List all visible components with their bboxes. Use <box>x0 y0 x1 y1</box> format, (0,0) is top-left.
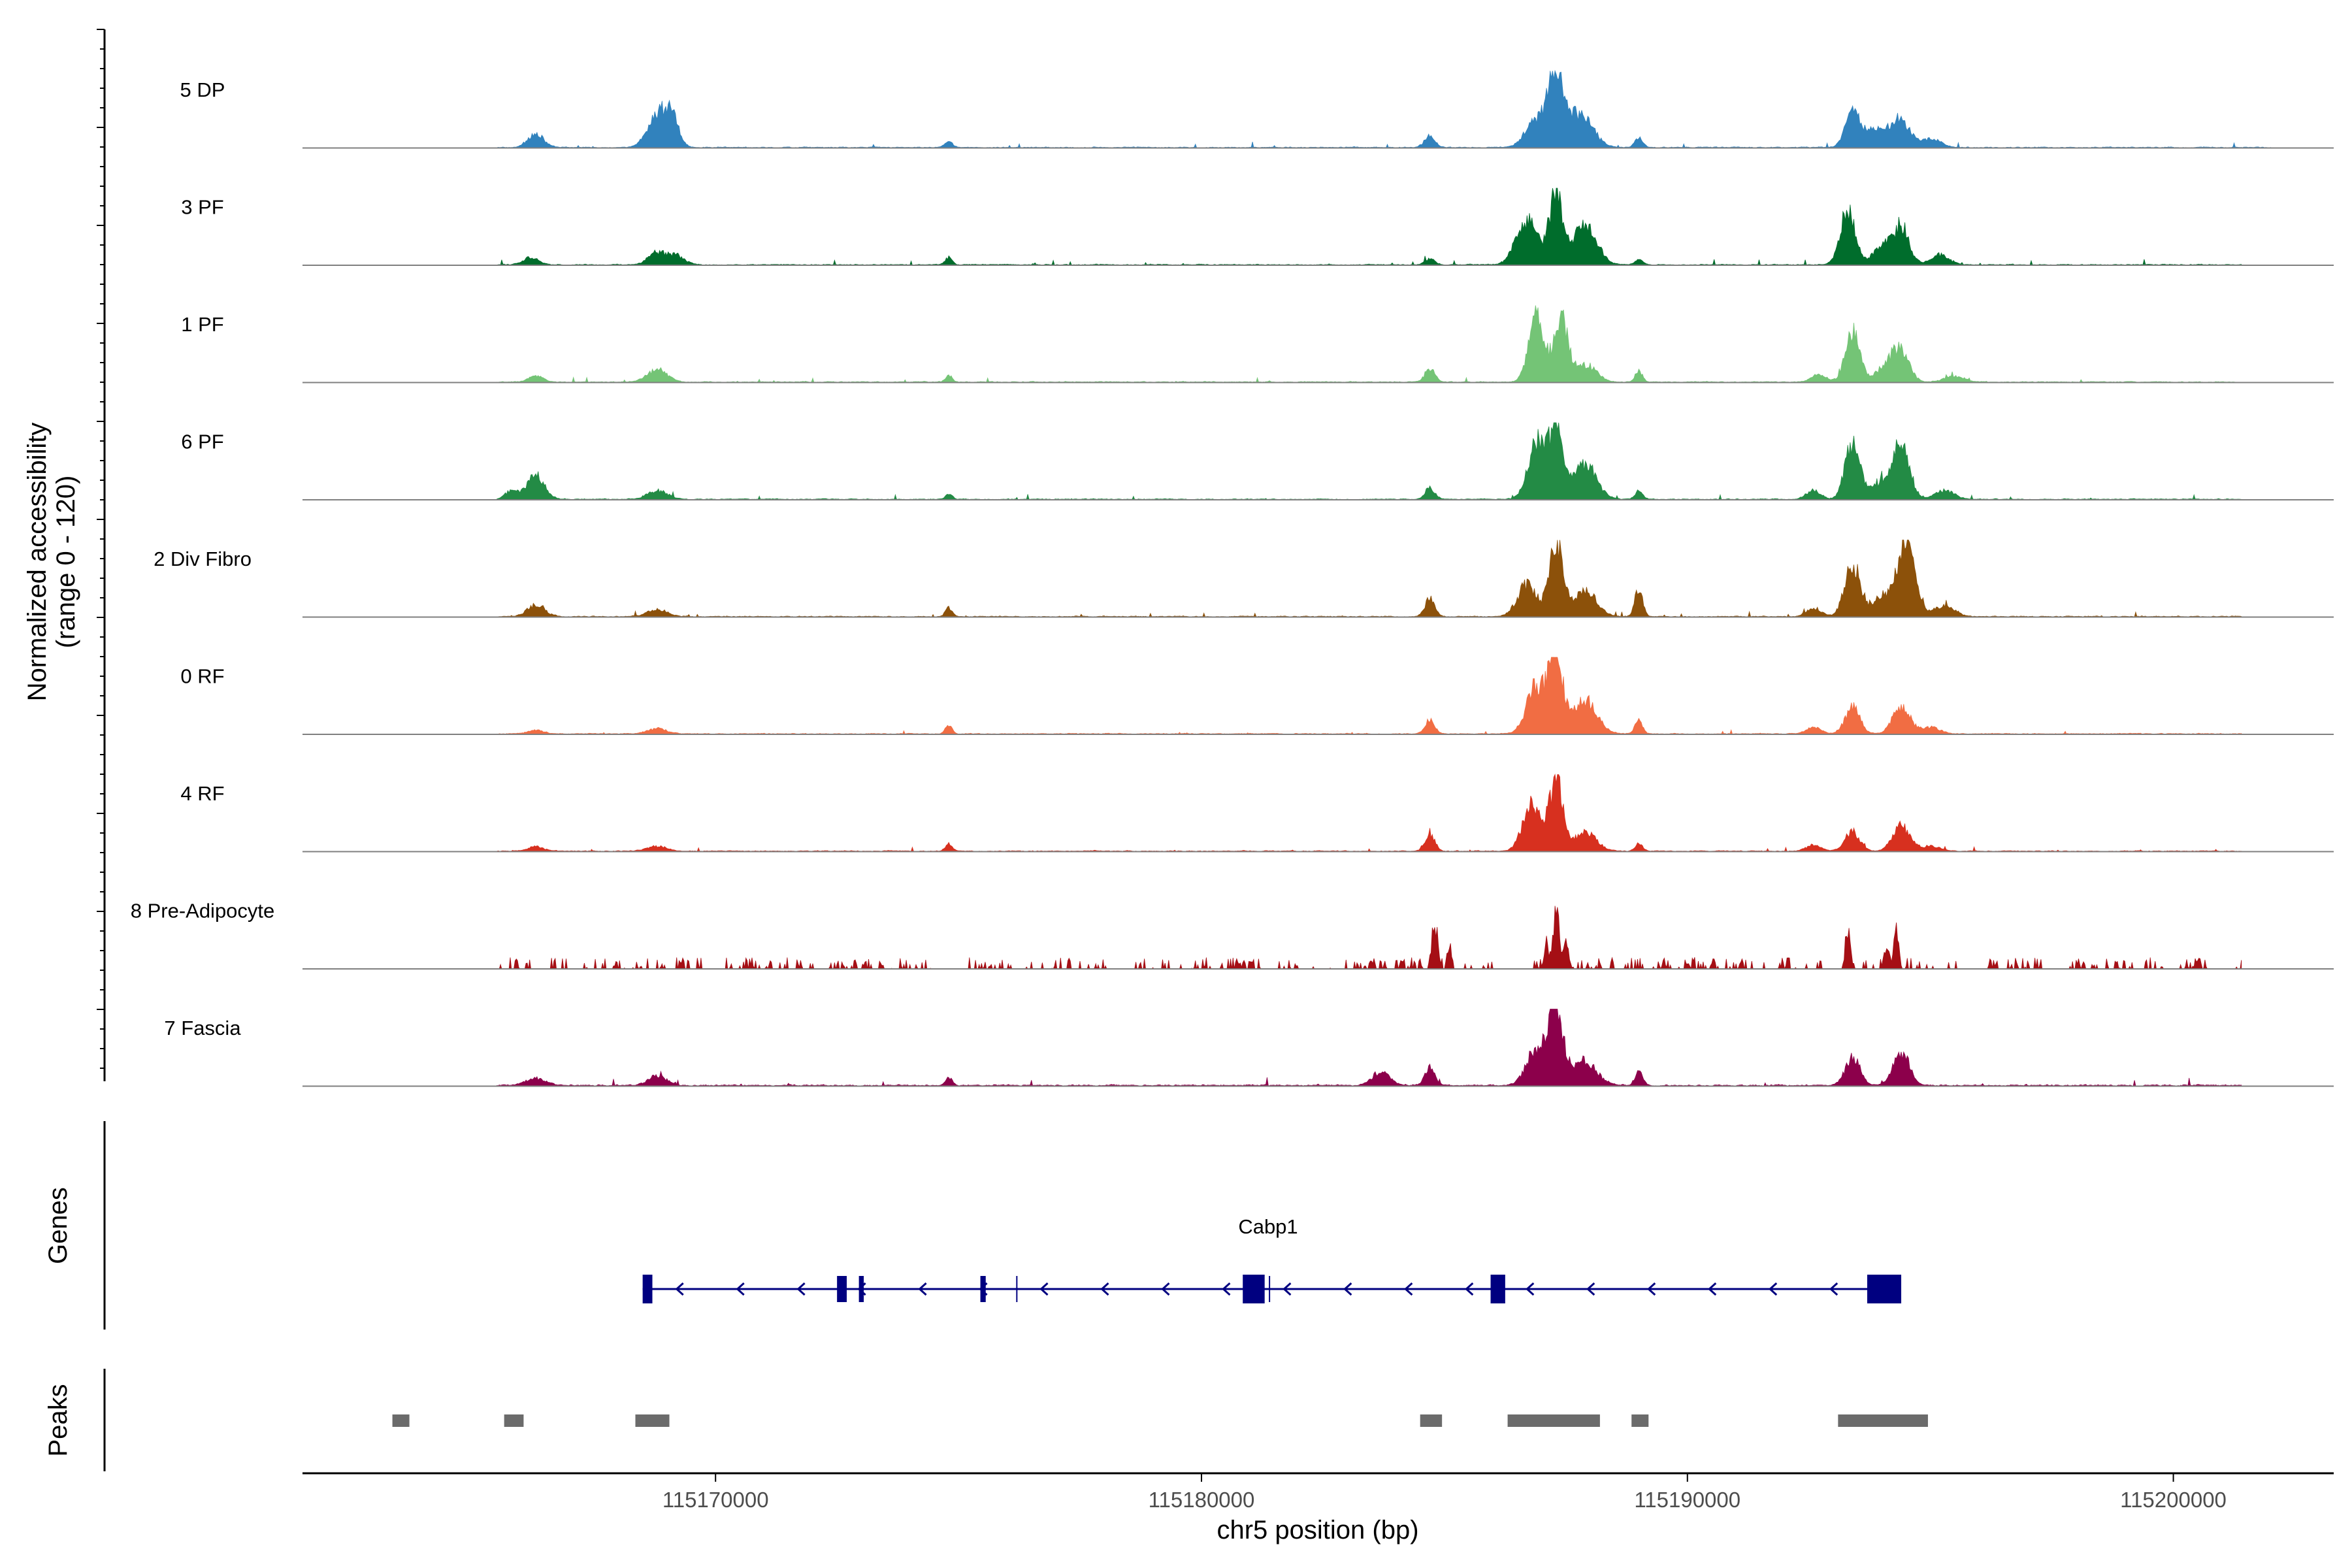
y-axis-title-line1: Normalized accessibility <box>23 423 52 702</box>
strand-arrow <box>1161 1282 1170 1296</box>
peak-region <box>504 1414 524 1427</box>
x-axis-title: chr5 position (bp) <box>1217 1516 1418 1544</box>
strand-arrow <box>796 1282 806 1296</box>
coverage-track: 6 PF <box>181 422 2334 500</box>
strand-arrow <box>736 1282 745 1296</box>
coverage-track: 0 RF <box>180 657 2334 735</box>
strand-arrow <box>1465 1282 1474 1296</box>
x-axis-tick-label: 115170000 <box>662 1488 769 1512</box>
coverage-tracks: 5 DP 3 PF 1 PF 6 PF 2 Div Fibro 0 RF 4 RF 8 Pre… <box>131 69 2334 1087</box>
genes-track-label: Genes <box>44 1187 73 1264</box>
gene-exon <box>1243 1275 1265 1303</box>
track-label: 6 PF <box>181 431 223 453</box>
strand-arrow <box>1586 1282 1595 1296</box>
strand-arrow <box>1404 1282 1413 1296</box>
coverage-area <box>497 188 2242 266</box>
coverage-track: 1 PF <box>181 305 2334 384</box>
strand-arrow <box>1222 1282 1231 1296</box>
peak-region <box>635 1414 670 1427</box>
peak-region <box>1507 1414 1600 1427</box>
strand-arrow <box>918 1282 927 1296</box>
peaks-track-label: Peaks <box>44 1384 73 1456</box>
gene-exon <box>1490 1275 1505 1303</box>
track-label: 0 RF <box>180 665 224 688</box>
coverage-track: 2 Div Fibro <box>154 540 2334 618</box>
coverage-track: 5 DP <box>180 69 2334 149</box>
x-axis-tick-label: 115180000 <box>1149 1488 1255 1512</box>
gene-exon <box>1867 1275 1902 1303</box>
peak-region <box>1631 1414 1649 1427</box>
track-label: 2 Div Fibro <box>154 547 252 570</box>
strand-arrow <box>1647 1282 1656 1296</box>
gene-exon <box>837 1276 847 1302</box>
gene-track: Cabp1 <box>642 1215 1902 1303</box>
coverage-y-axis <box>97 29 106 1081</box>
track-label: 8 Pre-Adipocyte <box>131 900 275 923</box>
y-axis-title-line2: (range 0 - 120) <box>52 476 80 649</box>
x-axis-ticks: 115170000 115180000 115190000 115200000 <box>662 1473 2227 1512</box>
track-label: 7 Fascia <box>164 1017 241 1039</box>
track-label: 3 PF <box>181 196 223 219</box>
x-axis-tick-label: 115200000 <box>2120 1488 2227 1512</box>
strand-arrow <box>675 1282 684 1296</box>
peak-region <box>1420 1414 1443 1427</box>
strand-arrow <box>1526 1282 1535 1296</box>
strand-arrow <box>1708 1282 1717 1296</box>
coverage-track: 7 Fascia <box>164 1009 2334 1087</box>
peak-region <box>392 1414 410 1427</box>
coverage-track: 8 Pre-Adipocyte <box>131 900 2334 970</box>
gene-exon <box>980 1276 986 1302</box>
track-label: 4 RF <box>180 782 224 805</box>
strand-arrow <box>1039 1282 1049 1296</box>
gene-exon <box>858 1276 864 1302</box>
coverage-track: 4 RF <box>180 774 2334 853</box>
strand-arrow <box>1100 1282 1109 1296</box>
peak-region <box>1838 1414 1928 1427</box>
strand-arrow <box>1768 1282 1778 1296</box>
gene-exon <box>642 1275 653 1303</box>
coverage-track: 3 PF <box>181 188 2334 266</box>
track-label: 5 DP <box>180 78 225 101</box>
peak-track <box>392 1414 1928 1427</box>
strand-arrow <box>1829 1282 1838 1296</box>
strand-arrow <box>1282 1282 1292 1296</box>
strand-arrow <box>1343 1282 1352 1296</box>
x-axis-tick-label: 115190000 <box>1634 1488 1740 1512</box>
coverage-y-axis-title: Normalized accessibility (range 0 - 120) <box>23 423 80 702</box>
track-label: 1 PF <box>181 313 223 336</box>
gene-name-label: Cabp1 <box>1238 1215 1298 1238</box>
